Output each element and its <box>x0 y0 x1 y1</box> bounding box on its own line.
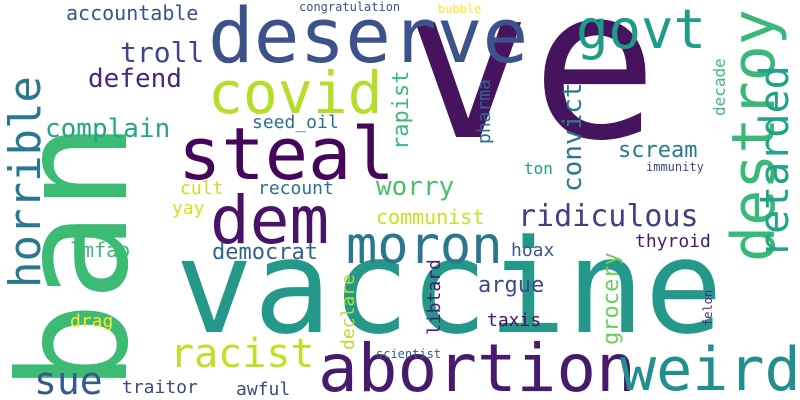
word-dem: dem <box>210 182 330 259</box>
word-taxis: taxis <box>487 310 542 331</box>
word-vaccine: vaccine <box>175 211 723 363</box>
word-libtard: libtard <box>424 259 445 335</box>
word-pharma: pharma <box>474 78 495 144</box>
word-worry: worry <box>376 172 455 202</box>
word-congratulation: congratulation <box>299 0 401 14</box>
word-bubble: bubble <box>438 2 482 16</box>
word-scientist: scientist <box>376 347 442 361</box>
word-accountable: accountable <box>66 1 199 25</box>
word-argue: argue <box>478 273 545 298</box>
word-defend: defend <box>88 64 182 94</box>
word-weird: weird <box>620 335 800 400</box>
word-horrible: horrible <box>0 76 51 288</box>
word-communist: communist <box>376 205 485 229</box>
word-democrat: democrat <box>212 240 318 265</box>
word-felon: felon <box>701 289 715 326</box>
word-rapist: rapist <box>389 70 414 150</box>
word-cult: cult <box>180 178 224 199</box>
word-troll: troll <box>120 36 205 69</box>
word-lmfao: lmfao <box>70 238 131 262</box>
word-racist: racist <box>170 331 315 377</box>
word-ve: ve <box>405 0 658 187</box>
word-drag: drag <box>70 311 114 332</box>
word-scream: scream <box>618 138 698 163</box>
word-complain: complain <box>45 114 171 144</box>
word-thyroid: thyroid <box>635 231 711 252</box>
word-deserve: deserve <box>208 0 529 80</box>
word-grocery: grocery <box>599 252 624 345</box>
word-retarded: retarded <box>752 65 798 258</box>
word-convict: convict <box>558 82 588 192</box>
word-traitor: traitor <box>122 377 198 398</box>
word-ton: ton <box>524 159 553 178</box>
word-moron: moron <box>346 216 503 276</box>
word-steal: steal <box>178 112 395 196</box>
word-decade: decade <box>710 58 729 116</box>
word-yay: yay <box>172 198 205 219</box>
word-covid: covid <box>208 59 383 127</box>
word-abortion: abortion <box>318 330 636 400</box>
word-declare: declare <box>338 274 359 350</box>
word-govt: govt <box>576 0 707 61</box>
word-ridiculous: ridiculous <box>518 199 699 234</box>
word-awful: awful <box>236 379 291 400</box>
word-recount: recount <box>258 178 334 199</box>
word-seed_oil: seed_oil <box>252 112 339 133</box>
word-hoax: hoax <box>511 240 555 261</box>
word-immunity: immunity <box>646 160 704 174</box>
word-sue: sue <box>34 359 103 400</box>
